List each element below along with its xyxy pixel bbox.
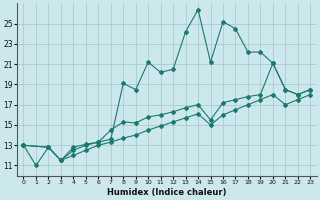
X-axis label: Humidex (Indice chaleur): Humidex (Indice chaleur)	[107, 188, 227, 197]
